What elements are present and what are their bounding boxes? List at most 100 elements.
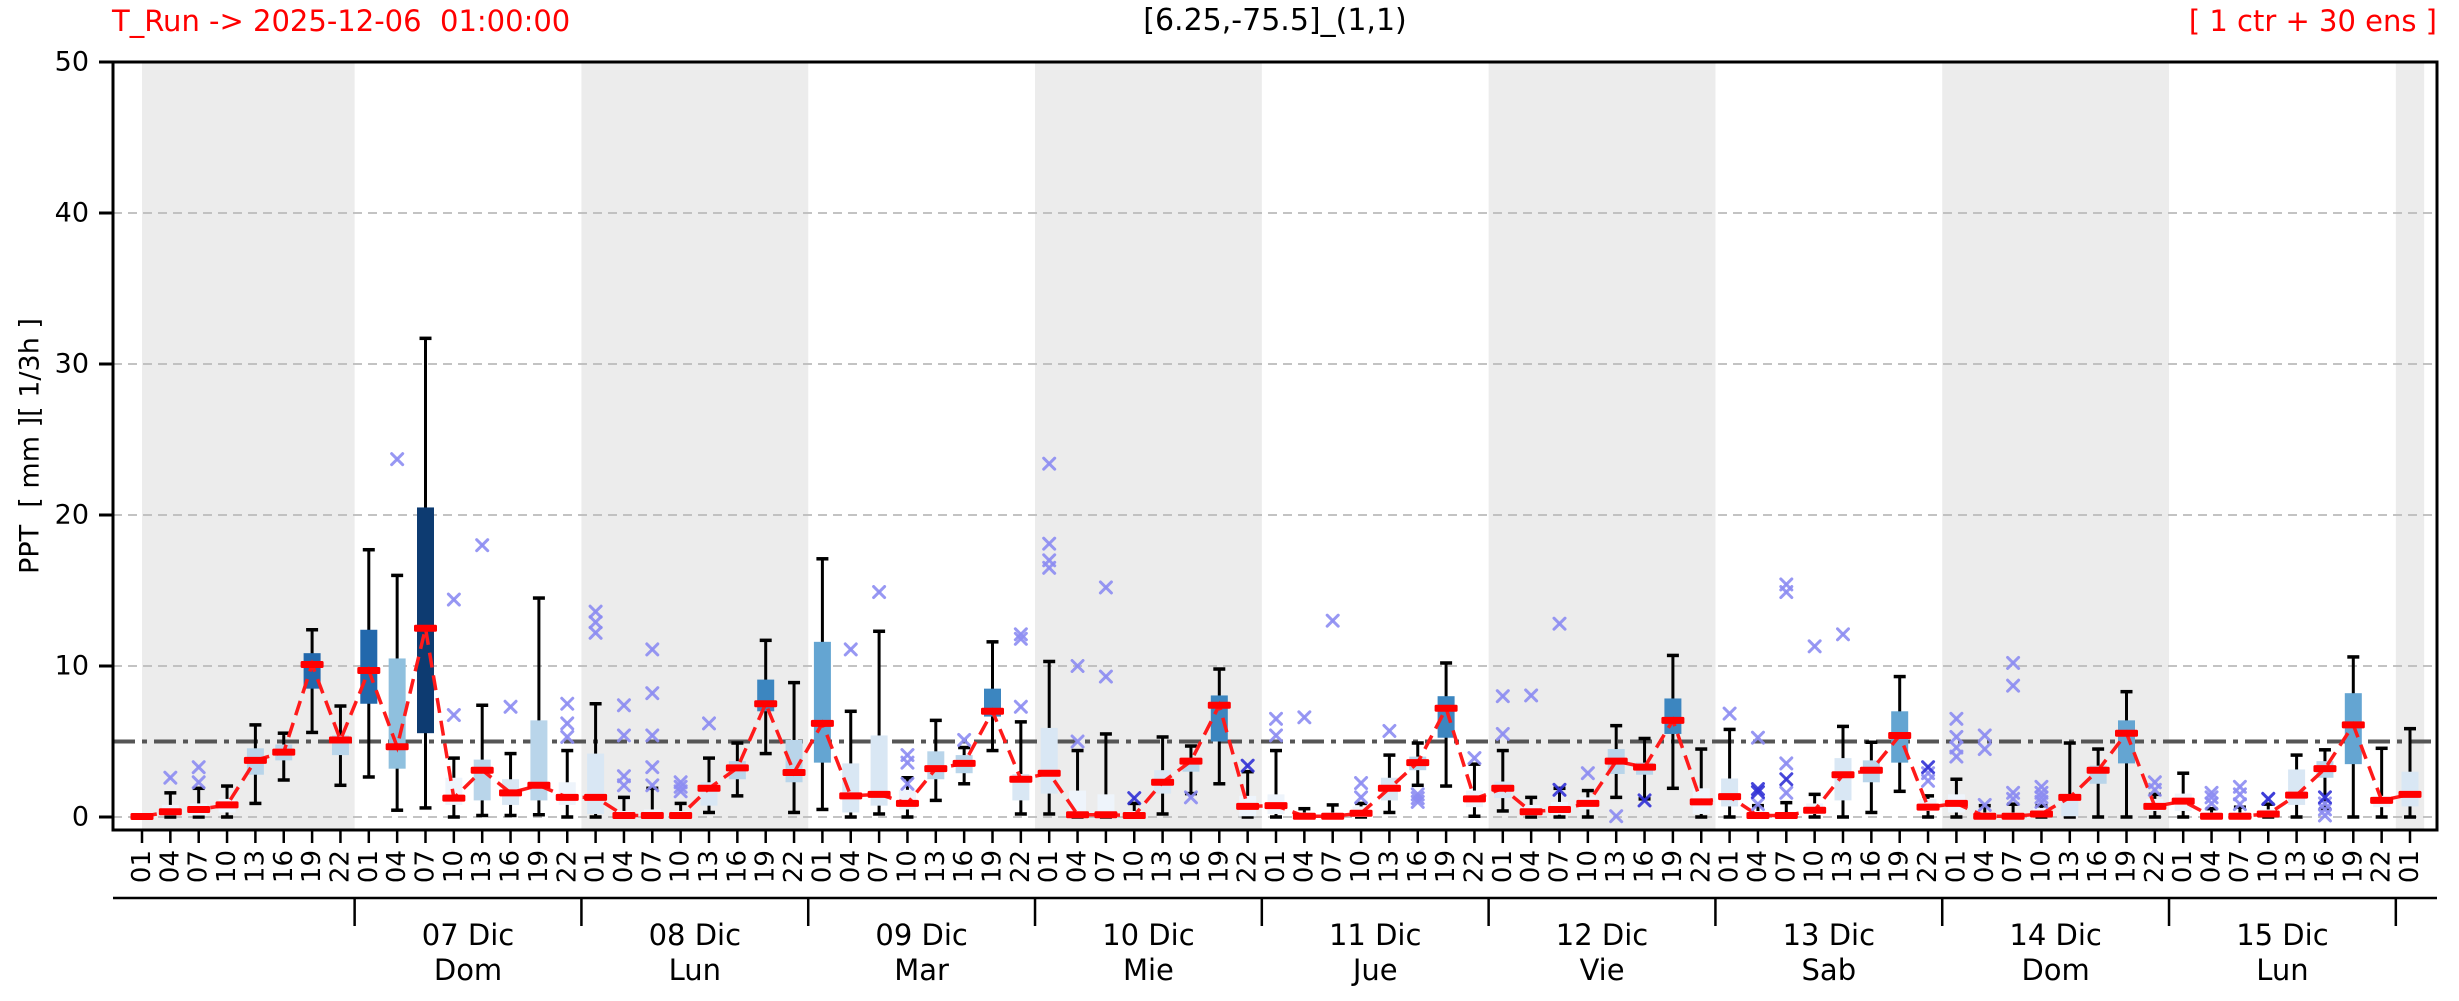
x-tick-label: 13 xyxy=(1601,850,1631,883)
median-mark xyxy=(1321,812,1345,820)
day-label: 09 Dic xyxy=(875,918,967,952)
median-mark xyxy=(981,707,1004,715)
day-band xyxy=(1488,62,1716,830)
x-tick-label: 10 xyxy=(212,850,242,883)
iqr-box xyxy=(1040,727,1058,794)
flier-x-icon xyxy=(1637,793,1652,808)
x-tick-label: 04 xyxy=(1743,850,1773,883)
run-timestamp-title: T_Run -> 2025-12-06 01:00:00 xyxy=(112,4,571,38)
flier-x-icon xyxy=(1750,730,1765,745)
flier-x-icon xyxy=(1269,711,1283,726)
flier-x-icon xyxy=(1042,456,1057,471)
flier-x-icon xyxy=(2317,790,2332,805)
weekday-label: Dom xyxy=(434,953,502,987)
x-tick-label: 10 xyxy=(666,850,696,883)
x-tick-label: 19 xyxy=(2338,850,2368,883)
median-mark xyxy=(810,719,834,727)
median-mark xyxy=(725,764,749,772)
x-tick-label: 01 xyxy=(581,850,611,883)
iqr-box xyxy=(417,507,434,734)
y-tick-label: 40 xyxy=(55,198,89,229)
median-mark xyxy=(1548,805,1571,813)
x-tick-label: 07 xyxy=(184,850,214,883)
day-band xyxy=(581,62,809,830)
x-tick-label: 01 xyxy=(354,850,384,883)
x-tick-label: 19 xyxy=(524,850,554,883)
median-mark xyxy=(924,765,948,773)
median-mark xyxy=(839,792,863,800)
x-tick-label: 19 xyxy=(1204,850,1234,883)
flier-x-icon xyxy=(1042,536,1057,551)
median-mark xyxy=(187,805,211,813)
median-mark xyxy=(1661,716,1685,724)
x-tick-label: 01 xyxy=(807,850,837,883)
flier-x-icon xyxy=(1609,809,1624,824)
flier-x-icon xyxy=(673,784,688,799)
x-tick-label: 13 xyxy=(921,850,951,883)
x-tick-label: 04 xyxy=(1289,850,1319,883)
flier-x-icon xyxy=(1552,616,1567,631)
flier-x-icon xyxy=(1354,790,1369,805)
day-band xyxy=(142,62,355,830)
flier-x-icon xyxy=(1042,560,1057,575)
flier-x-icon xyxy=(2204,785,2219,800)
iqr-box xyxy=(1834,758,1852,801)
flier-x-icon xyxy=(446,708,461,723)
x-tick-label: 13 xyxy=(2282,850,2312,883)
median-mark xyxy=(1434,704,1458,712)
flier-x-icon xyxy=(2006,791,2021,806)
median-mark xyxy=(1604,757,1628,765)
x-tick-label: 04 xyxy=(1516,850,1546,883)
flier-x-icon xyxy=(191,760,206,775)
x-tick-label: 10 xyxy=(1573,850,1603,883)
y-tick-label: 50 xyxy=(55,47,89,78)
median-mark xyxy=(1888,731,1912,739)
flier-x-icon xyxy=(1467,751,1482,766)
day-label: 11 Dic xyxy=(1329,918,1421,952)
median-mark xyxy=(1633,763,1657,771)
iqr-box xyxy=(473,759,491,801)
x-tick-label: 22 xyxy=(1459,850,1489,883)
iqr-box xyxy=(842,763,860,813)
median-mark xyxy=(867,790,891,798)
median-mark xyxy=(1406,759,1430,767)
flier-x-icon xyxy=(1240,758,1255,773)
x-tick-label: 19 xyxy=(1658,850,1688,883)
x-tick-label: 04 xyxy=(1970,850,2000,883)
day-label: 08 Dic xyxy=(649,918,741,952)
flier-x-icon xyxy=(1722,706,1737,721)
median-mark xyxy=(555,793,579,801)
day-label: 15 Dic xyxy=(2236,918,2328,952)
x-tick-label: 01 xyxy=(1715,850,1745,883)
weekday-label: Dom xyxy=(2021,953,2089,987)
flier-x-icon xyxy=(1382,723,1397,738)
day-band xyxy=(1942,62,2170,830)
weekday-label: Vie xyxy=(1579,953,1624,987)
x-tick-label: 22 xyxy=(1006,850,1036,883)
day-label: 07 Dic xyxy=(422,918,514,952)
flier-x-icon xyxy=(503,699,518,714)
flier-x-icon xyxy=(2317,808,2332,823)
median-mark xyxy=(1151,778,1175,786)
day-band xyxy=(1035,62,1262,830)
weekday-label: Mar xyxy=(894,953,949,987)
x-tick-label: 01 xyxy=(1034,850,1064,883)
x-tick-label: 19 xyxy=(297,850,327,883)
y-tick-label: 20 xyxy=(55,500,89,531)
x-tick-label: 22 xyxy=(779,850,809,883)
x-tick-label: 16 xyxy=(269,850,299,883)
flier-x-icon xyxy=(900,776,915,791)
flier-x-icon xyxy=(645,778,660,793)
median-mark xyxy=(2398,790,2422,798)
location-title: [6.25,-75.5]_(1,1) xyxy=(1143,3,1407,38)
median-mark xyxy=(385,743,409,751)
day-label: 10 Dic xyxy=(1102,918,1194,952)
median-mark xyxy=(2171,797,2195,805)
median-mark xyxy=(612,811,636,819)
flier-x-icon xyxy=(702,716,716,731)
x-tick-label: 16 xyxy=(1856,850,1886,883)
x-tick-label: 19 xyxy=(1885,850,1915,883)
flier-x-icon xyxy=(1524,688,1539,703)
flier-x-icon xyxy=(1779,785,1794,800)
